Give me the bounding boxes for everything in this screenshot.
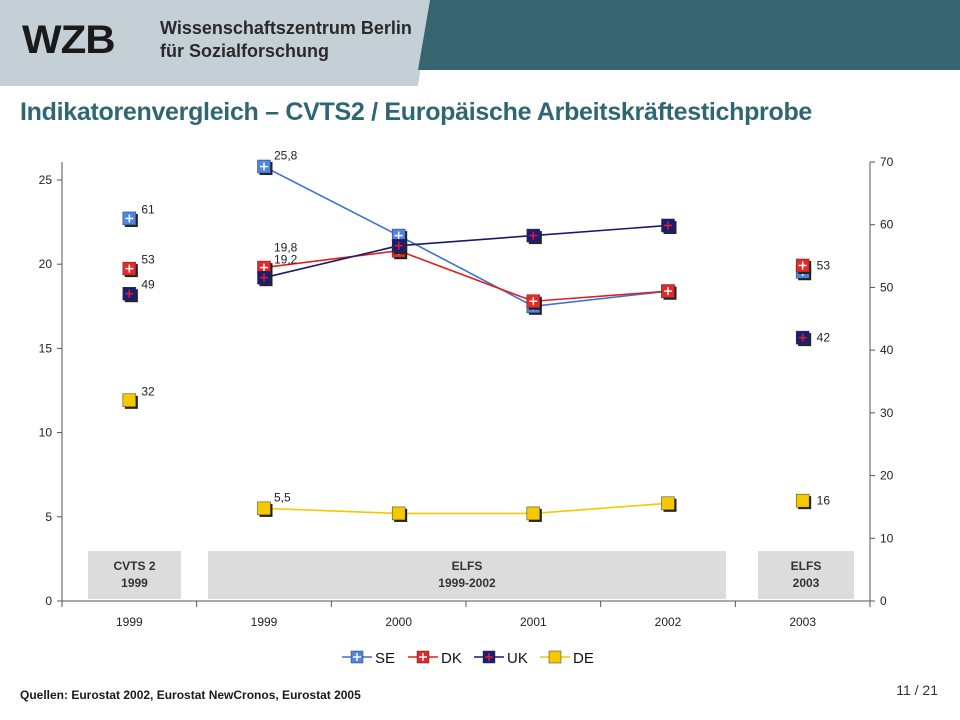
data-label-dk-elfs-1999: 19,8 (274, 241, 298, 255)
x-axis-tick-label: 2003 (789, 615, 816, 629)
section-box (758, 551, 854, 599)
data-point-de-elfs (257, 501, 271, 516)
section-box (208, 551, 726, 599)
data-label-de-cvts: 32 (141, 384, 155, 398)
page-title: Indikatorenvergleich – CVTS2 / Europäisc… (20, 98, 813, 126)
x-axis-tick-label: 2001 (520, 615, 547, 629)
section-box-label-top: ELFS (791, 559, 822, 573)
data-label-uk-elfs-1999: 19,2 (274, 253, 298, 267)
section-box-label-bottom: 1999 (121, 576, 148, 590)
data-point-de-elfs-2003 (795, 493, 810, 508)
source-note: Quellen: Eurostat 2002, Eurostat NewCron… (20, 688, 361, 702)
legend-label-uk: UK (507, 650, 528, 667)
legend-label-dk: DK (441, 650, 462, 667)
page-number: 11 / 21 (896, 682, 938, 698)
section-box-label-top: ELFS (452, 559, 483, 573)
data-label-se-elfs-1999: 25,8 (274, 149, 298, 163)
series-line-de (263, 502, 669, 515)
legend-label-se: SE (375, 650, 395, 667)
header-banner (0, 0, 960, 86)
legend-label-de: DE (573, 650, 594, 667)
x-axis-tick-label: 1999 (116, 615, 143, 629)
series-line-se (263, 165, 669, 308)
right-axis-tick-label: 60 (880, 218, 894, 232)
section-box-label-bottom: 2003 (793, 576, 820, 590)
left-axis-tick-label: 10 (39, 426, 53, 440)
header-light-band (0, 0, 430, 86)
right-axis-tick-label: 20 (880, 469, 894, 483)
section-box-label-top: CVTS 2 (113, 559, 155, 573)
series-line-uk (263, 224, 669, 279)
legend-marker-de (548, 650, 562, 664)
data-label-se-cvts: 61 (141, 202, 155, 216)
data-label-uk-cvts: 49 (141, 278, 155, 292)
header-dark-band (418, 0, 960, 70)
left-axis-tick-label: 5 (45, 510, 52, 524)
right-axis-tick-label: 70 (880, 155, 894, 169)
indicator-comparison-chart: CVTS 21999ELFS1999-2002ELFS2003051015202… (39, 149, 894, 667)
wzb-logo: WZB (22, 18, 116, 62)
x-axis-tick-label: 2002 (655, 615, 682, 629)
data-point-de-elfs (391, 506, 406, 521)
section-box (88, 551, 181, 599)
data-point-de-elfs (526, 506, 541, 521)
organization-name-line2: für Sozialforschung (160, 41, 330, 61)
right-axis-tick-label: 30 (880, 406, 894, 420)
right-axis-tick-label: 10 (880, 531, 894, 545)
left-axis-tick-label: 0 (45, 594, 52, 608)
data-point-de-cvts-1999 (122, 393, 137, 408)
right-axis-tick-label: 40 (880, 343, 894, 357)
x-axis-tick-label: 1999 (251, 615, 278, 629)
left-axis-tick-label: 20 (39, 257, 53, 271)
organization-name-line1: Wissenschaftszentrum Berlin (160, 18, 412, 38)
series-line-dk (263, 249, 669, 303)
data-label-dk-cvts: 53 (141, 253, 155, 267)
left-axis-tick-label: 25 (39, 173, 53, 187)
data-label-de-elfs-1999: 5,5 (274, 490, 291, 504)
section-box-label-bottom: 1999-2002 (438, 576, 496, 590)
data-label-dk-elfs-2003: 53 (817, 258, 831, 272)
data-label-de-elfs-2003: 16 (817, 494, 831, 508)
x-axis-tick-label: 2000 (385, 615, 412, 629)
right-axis-tick-label: 0 (880, 594, 887, 608)
right-axis-tick-label: 50 (880, 280, 894, 294)
left-axis-tick-label: 15 (39, 341, 53, 355)
data-point-de-elfs (661, 496, 675, 511)
data-label-uk-elfs-2003: 42 (817, 331, 831, 345)
